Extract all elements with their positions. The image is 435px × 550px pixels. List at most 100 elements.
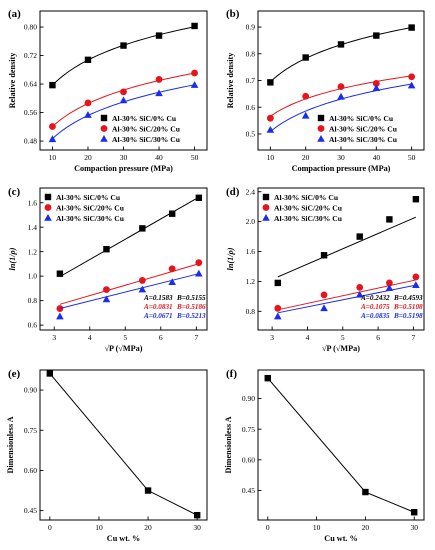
data-point <box>264 374 271 382</box>
x-tick-label: 5 <box>341 333 345 342</box>
fit-line-2 <box>277 284 416 314</box>
data-point <box>195 259 203 267</box>
x-tick-label: 30 <box>120 153 128 162</box>
x-tick-label: 4 <box>306 333 310 342</box>
y-axis-label: Relative density <box>226 52 235 109</box>
y-tick-label: 0.72 <box>24 51 37 60</box>
data-point <box>373 32 380 39</box>
legend-entry: Al-30% SiC/30% Cu <box>274 214 343 223</box>
data-point <box>168 265 176 273</box>
y-tick-label: 1.6 <box>28 198 38 207</box>
data-point <box>190 81 199 88</box>
x-axis-label: √P (√MPa) <box>105 344 143 353</box>
annotation-A: A=0.1583 <box>143 294 173 302</box>
x-tick-label: 40 <box>373 153 381 162</box>
x-tick-label: 4 <box>88 333 92 342</box>
annotation-A: A=0.1075 <box>360 303 390 311</box>
legend-entry: Al-30% SiC/20% Cu <box>112 125 181 134</box>
fit-curve-0 <box>52 26 195 86</box>
data-point <box>337 41 345 48</box>
data-point <box>407 81 416 89</box>
data-point <box>337 83 345 91</box>
annotation-B: B=0.5213 <box>176 312 206 320</box>
y-tick-label: 2.0 <box>246 217 256 226</box>
plot-frame-c <box>39 187 208 331</box>
data-point <box>301 111 310 119</box>
x-tick-label: 0 <box>266 523 270 532</box>
plot-frame-d <box>257 187 425 331</box>
x-tick-label: 40 <box>155 153 163 162</box>
panel-label: (b) <box>226 8 240 20</box>
legend-entry: Al-30% SiC/30% Cu <box>112 135 181 144</box>
legend-entry: Al-30% SiC/0% Cu <box>274 193 339 202</box>
series-line <box>267 377 415 513</box>
y-tick-label: 1.6 <box>246 247 256 256</box>
x-tick-label: 10 <box>49 153 57 162</box>
panel-d: 3 4 5 6 7 0.8 1.2 1.6 2.0 2.4 (d) √P (√MPa) ln(1/ρ) A… <box>226 186 425 353</box>
y-tick-label: 0.60 <box>24 466 37 475</box>
data-point <box>408 73 416 81</box>
data-point <box>139 225 146 232</box>
annotation-B: B=0.4593 <box>393 294 423 302</box>
legend-marker <box>262 214 270 221</box>
y-tick-label: 0.6 <box>246 103 256 112</box>
x-axis-label: √P (√MPa) <box>322 344 360 353</box>
legend-entry: Al-30% SiC/0% Cu <box>329 114 394 123</box>
data-point <box>193 511 201 519</box>
panel-label: (f) <box>226 368 237 380</box>
data-point <box>56 312 64 320</box>
data-point <box>168 210 176 217</box>
legend-marker <box>100 114 108 122</box>
data-point <box>355 290 364 298</box>
panel-label: (a) <box>8 8 21 20</box>
data-point <box>356 284 364 291</box>
data-point <box>56 305 64 312</box>
fit-line-0 <box>277 216 417 278</box>
legend-marker <box>100 135 108 142</box>
data-point <box>267 79 274 86</box>
data-point <box>412 273 420 281</box>
x-tick-label: 20 <box>302 153 310 162</box>
y-axis-label: Dimensionless A <box>6 416 15 473</box>
panel-c: 3 4 5 6 7 0.6 0.8 1.0 1.2 1.4 1.6 (c) √P (√MPa) ln(1/… <box>8 186 208 353</box>
data-point <box>274 304 282 312</box>
data-point <box>356 233 363 240</box>
legend-marker <box>317 114 325 122</box>
data-point <box>266 125 275 133</box>
legend-entry: Al-30% SiC/20% Cu <box>56 204 125 213</box>
data-point <box>103 286 110 294</box>
series-line <box>49 373 198 516</box>
panel-label: (e) <box>8 368 21 380</box>
data-point <box>84 99 92 107</box>
panel-f: 0 10 20 30 0.45 0.60 0.75 0.90 (f) Cu wt. % Dimens… <box>224 368 425 543</box>
data-point <box>84 111 92 118</box>
data-point <box>385 279 393 287</box>
data-point <box>273 312 282 320</box>
data-point <box>46 370 54 377</box>
data-point <box>84 56 92 64</box>
y-tick-label: 0.8 <box>246 307 256 316</box>
x-tick-label: 50 <box>191 153 199 162</box>
x-tick-label: 3 <box>52 333 56 342</box>
data-point <box>320 252 328 259</box>
x-axis-label: Compaction pressure (MPa) <box>292 164 391 173</box>
annotation-B: B=0.5108 <box>393 303 423 311</box>
y-axis-label: ln(1/ρ) <box>8 247 17 270</box>
data-point <box>385 284 394 291</box>
data-point <box>320 291 328 299</box>
data-point <box>408 24 415 31</box>
legend-marker <box>44 214 52 221</box>
legend-marker <box>100 125 108 132</box>
data-point <box>412 196 420 203</box>
data-point <box>411 509 418 516</box>
y-tick-label: 0.5 <box>246 130 256 139</box>
panel-a: 10 20 30 40 50 0.48 0.56 0.64 0.72 0.80(a) Compact… <box>8 8 208 173</box>
legend-marker <box>44 193 52 201</box>
data-point <box>49 81 56 89</box>
data-point <box>191 22 198 30</box>
data-point <box>302 92 310 100</box>
data-point <box>168 278 176 286</box>
data-point <box>103 246 110 253</box>
panel-b: 10 20 30 40 50 0.5 0.6 0.7 0.8 0.9 (b) Compaction p… <box>226 8 425 173</box>
